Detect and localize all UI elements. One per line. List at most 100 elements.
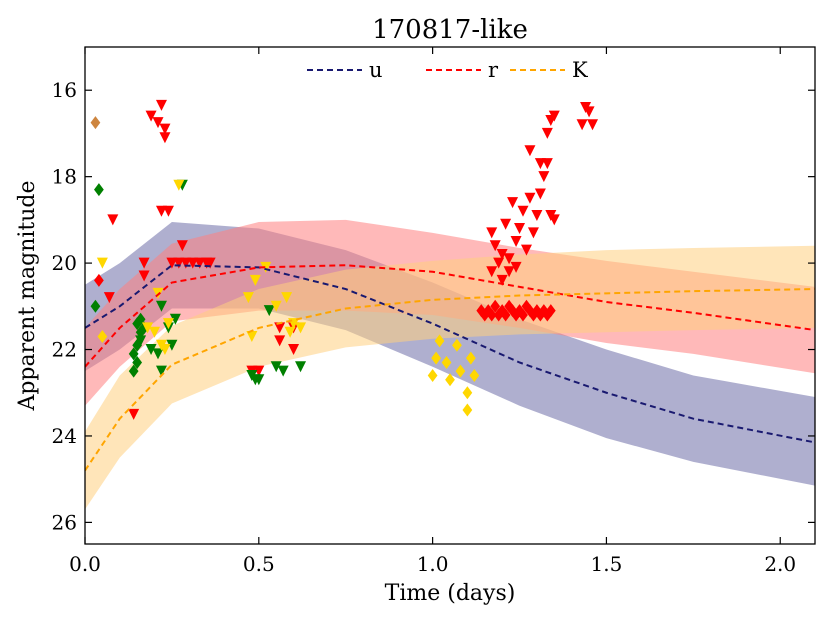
limit-red-point-36 — [524, 192, 536, 204]
detection-red-point-13 — [518, 308, 528, 322]
limit-red-point-8 — [138, 257, 150, 269]
limit-gold-point-2 — [142, 322, 154, 334]
detection-gold-point-9 — [462, 403, 473, 417]
limit-green-point-13 — [295, 361, 307, 373]
limit-green-point-9 — [246, 369, 258, 381]
limit-red-point-56 — [486, 266, 498, 278]
detection-red-point-8 — [500, 308, 511, 322]
y-tick-label-2: 20 — [52, 251, 77, 275]
limit-green-point-14 — [152, 348, 164, 360]
detection-gold-point-4 — [441, 355, 452, 369]
detection-gold-point-5 — [445, 373, 455, 387]
x-tick-label-1: 0.5 — [243, 552, 275, 576]
limit-green-point-3 — [155, 365, 167, 377]
limit-red-point-30 — [500, 218, 512, 230]
detection-green-point-6 — [132, 355, 143, 369]
limit-red-point-41 — [541, 158, 553, 170]
limit-red-point-15 — [194, 257, 206, 269]
limit-red-point-46 — [534, 158, 546, 170]
detection-gold-point-3 — [434, 334, 445, 348]
detection-gold-point-2 — [431, 351, 441, 365]
limit-red-point-9 — [138, 270, 150, 282]
detection-green-point-1 — [90, 299, 101, 313]
detection-green-point-4 — [132, 338, 143, 352]
limit-gold-point-6 — [159, 344, 171, 356]
limit-red-point-52 — [587, 119, 599, 131]
limit-red-point-2 — [155, 99, 167, 111]
limit-red-point-29 — [496, 248, 508, 260]
chart-title: 170817-like — [372, 15, 528, 45]
y-tick-label-3: 22 — [52, 338, 77, 362]
limit-red-point-24 — [274, 335, 286, 347]
detection-gold-point-10 — [465, 351, 476, 365]
y-tick-label-4: 24 — [52, 424, 77, 448]
limit-red-point-19 — [128, 408, 140, 420]
limit-red-point-12 — [173, 257, 185, 269]
limit-red-point-7 — [162, 205, 174, 217]
limit-red-point-33 — [514, 223, 526, 235]
limit-red-point-3 — [159, 123, 171, 135]
limit-red-point-32 — [510, 235, 522, 247]
limit-red-point-18 — [103, 292, 115, 304]
limit-red-point-49 — [541, 127, 553, 139]
limit-red-point-55 — [503, 253, 515, 265]
limit-red-point-5 — [152, 117, 164, 129]
observation-points — [90, 99, 599, 420]
limit-green-point-4 — [169, 313, 181, 325]
limit-red-point-10 — [176, 240, 188, 252]
limit-gold-point-0 — [96, 257, 108, 269]
line-r — [85, 264, 815, 368]
detection-red-point-5 — [490, 299, 501, 313]
limit-green-point-6 — [166, 339, 178, 351]
limit-green-point-8 — [253, 374, 265, 386]
limit-gold-point-16 — [284, 326, 296, 338]
limit-gold-point-11 — [260, 261, 272, 273]
detection-red-point-0 — [94, 273, 104, 287]
limit-red-point-35 — [520, 244, 532, 256]
limit-red-point-13 — [180, 257, 192, 269]
detection-red-point-21 — [545, 304, 556, 318]
detection-green-point-0 — [94, 183, 104, 197]
x-tick-label-3: 1.5 — [591, 552, 623, 576]
y-axis-label: Apparent magnitude — [15, 180, 40, 411]
limit-red-point-40 — [538, 171, 550, 183]
limit-red-point-54 — [524, 145, 536, 157]
x-tick-label-0: 0.0 — [69, 552, 101, 576]
limit-red-point-38 — [531, 210, 543, 222]
limit-red-point-44 — [507, 197, 519, 209]
limit-red-point-1 — [145, 110, 157, 122]
limit-red-point-4 — [159, 132, 171, 144]
line-u — [85, 264, 815, 444]
limit-red-point-14 — [187, 257, 199, 269]
limit-gold-point-1 — [173, 179, 185, 191]
limit-red-point-34 — [517, 205, 529, 217]
limit-green-point-15 — [155, 300, 167, 312]
detection-gold-point-0 — [97, 330, 108, 344]
detection-red-point-4 — [486, 308, 497, 322]
detection-gold-point-8 — [462, 386, 473, 400]
limit-red-point-51 — [583, 106, 595, 118]
line-K — [85, 288, 815, 472]
x-tick-label-2: 1.0 — [417, 552, 449, 576]
limit-green-point-10 — [263, 305, 275, 317]
legend-label-K: K — [572, 58, 588, 82]
detection-green-point-5 — [128, 347, 139, 361]
limit-red-point-25 — [288, 344, 300, 356]
limit-gold-point-7 — [162, 318, 174, 330]
limit-red-point-0 — [107, 214, 119, 226]
y-tick-label-5: 26 — [52, 510, 77, 534]
model-lines — [85, 264, 815, 472]
limit-red-point-28 — [493, 257, 505, 269]
limit-red-point-48 — [548, 110, 560, 122]
limit-gold-point-12 — [270, 300, 282, 312]
limit-red-point-31 — [503, 266, 515, 278]
limit-gold-point-8 — [242, 292, 254, 304]
legend-label-u: u — [369, 58, 383, 82]
limit-red-point-37 — [527, 227, 539, 239]
limit-green-point-12 — [277, 365, 289, 377]
limit-red-point-57 — [510, 261, 522, 273]
limit-gold-point-15 — [295, 322, 307, 334]
detection-brown-point-0 — [90, 116, 101, 130]
